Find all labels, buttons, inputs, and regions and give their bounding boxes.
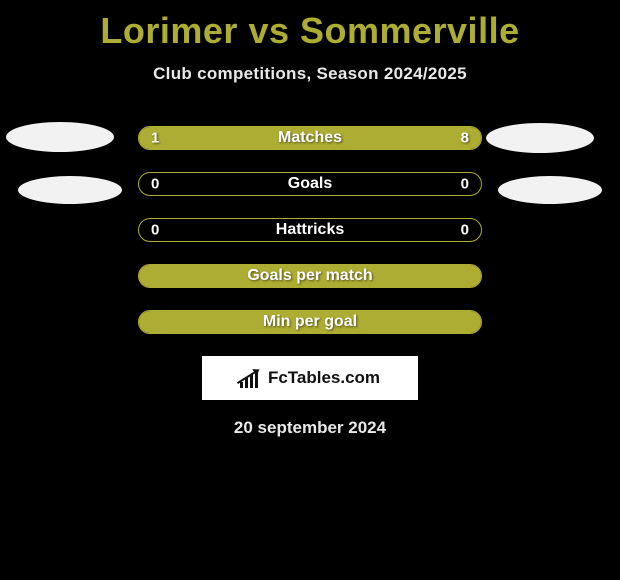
stat-value-right: 0 xyxy=(461,176,469,193)
stat-label: Goals xyxy=(288,175,332,193)
page-title: Lorimer vs Sommerville xyxy=(0,0,620,52)
stat-label: Hattricks xyxy=(276,221,344,239)
stat-value-right: 8 xyxy=(461,130,469,147)
stats-container: 1 8 Matches 0 0 Goals 0 0 Hattricks Goals per mat… xyxy=(138,126,482,334)
stat-label: Matches xyxy=(278,129,342,147)
page-subtitle: Club competitions, Season 2024/2025 xyxy=(0,64,620,84)
logo-text: FcTables.com xyxy=(268,368,380,388)
stat-row: 0 0 Goals xyxy=(138,172,482,196)
stat-label: Min per goal xyxy=(263,313,357,331)
stat-value-left: 0 xyxy=(151,222,159,239)
stat-value-left: 0 xyxy=(151,176,159,193)
date-text: 20 september 2024 xyxy=(0,418,620,438)
fctables-logo[interactable]: FcTables.com xyxy=(202,356,418,400)
ellipse-right-mid xyxy=(498,176,602,204)
stat-row: 1 8 Matches xyxy=(138,126,482,150)
ellipse-left-top xyxy=(6,122,114,152)
bar-chart-icon xyxy=(240,368,262,388)
stat-row: Min per goal xyxy=(138,310,482,334)
stat-fill-left xyxy=(139,127,201,149)
ellipse-left-mid xyxy=(18,176,122,204)
stat-row: 0 0 Hattricks xyxy=(138,218,482,242)
stat-value-right: 0 xyxy=(461,222,469,239)
stat-label: Goals per match xyxy=(247,267,372,285)
ellipse-right-top xyxy=(486,123,594,153)
stat-row: Goals per match xyxy=(138,264,482,288)
stat-value-left: 1 xyxy=(151,130,159,147)
